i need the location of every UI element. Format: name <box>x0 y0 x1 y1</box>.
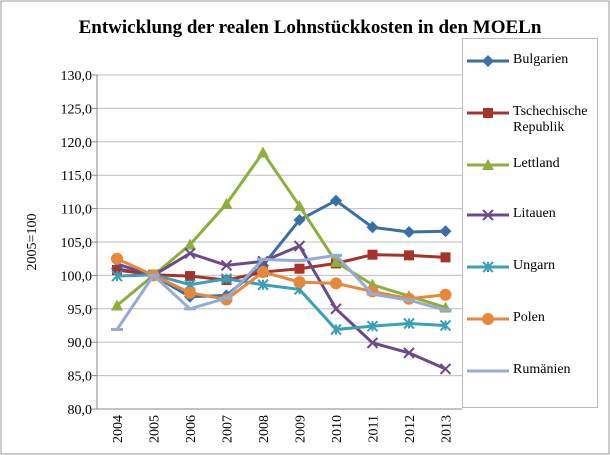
legend: Bulgarien Tschechische Republik Lettland Li… <box>462 38 598 408</box>
marker <box>293 276 306 289</box>
marker <box>482 55 494 67</box>
series-line <box>116 198 446 299</box>
marker <box>366 337 379 349</box>
marker <box>439 319 452 332</box>
legend-label: Lettland <box>513 156 560 171</box>
legend-label: Rumänien <box>513 362 571 377</box>
series-line <box>116 273 446 332</box>
marker <box>111 270 123 282</box>
legend-label: Polen <box>513 310 545 325</box>
series-line <box>116 244 447 371</box>
y-tick-label: 100,0 <box>61 269 93 284</box>
marker <box>330 277 342 290</box>
marker <box>220 273 233 285</box>
marker <box>220 259 233 272</box>
marker <box>330 303 342 315</box>
y-tick-label: 110,0 <box>61 203 92 218</box>
legend-label: Tschechische Republik <box>513 104 588 135</box>
marker <box>220 197 233 209</box>
y-tick-label: 125,0 <box>61 102 93 117</box>
y-tick-label: 95,0 <box>68 303 93 318</box>
x-tick-label: 2008 <box>257 415 272 443</box>
x-tick-label: 2013 <box>440 415 455 443</box>
marker <box>439 363 452 375</box>
marker <box>403 347 415 359</box>
y-tick-label: 130,0 <box>61 69 93 84</box>
legend-symbol <box>467 313 509 325</box>
y-tick-label: 120,0 <box>61 136 93 151</box>
marker <box>440 252 451 263</box>
series-line <box>115 253 446 331</box>
marker <box>111 299 123 311</box>
x-tick-label: 2004 <box>111 415 126 443</box>
x-tick-label: 2010 <box>330 415 345 443</box>
y-tick-label: 115,0 <box>61 169 92 184</box>
marker <box>403 317 415 330</box>
marker <box>482 313 494 325</box>
marker <box>293 213 306 226</box>
marker <box>293 240 306 252</box>
marker <box>330 323 342 336</box>
x-tick-label: 2012 <box>403 415 418 443</box>
marker <box>293 199 306 211</box>
y-tick-label: 105,0 <box>61 236 93 251</box>
series-line <box>116 149 446 309</box>
y-tick-label: 80,0 <box>68 403 93 418</box>
series-line <box>116 257 446 302</box>
legend-symbol <box>467 55 509 67</box>
marker <box>184 247 196 260</box>
legend-label: Litauen <box>513 206 556 221</box>
x-tick-label: 2005 <box>148 415 163 443</box>
marker <box>111 252 123 265</box>
marker <box>257 279 269 291</box>
marker <box>366 221 379 234</box>
marker <box>257 266 269 279</box>
legend-symbol <box>467 369 509 373</box>
x-tick-label: 2011 <box>367 415 382 442</box>
y-axis-label: 2005=100 <box>25 214 40 271</box>
legend-symbol <box>467 209 509 221</box>
legend-symbol <box>467 159 509 170</box>
chart-title: Entwicklung der realen Lohnstückkosten i… <box>78 17 542 38</box>
marker <box>404 250 414 261</box>
x-tick-label: 2007 <box>221 415 236 443</box>
marker <box>482 159 494 170</box>
y-tick-label: 85,0 <box>68 370 93 385</box>
marker <box>257 146 269 158</box>
legend-symbol <box>467 108 509 118</box>
marker <box>330 256 342 268</box>
series-line <box>116 253 446 282</box>
marker <box>482 261 494 273</box>
marker <box>330 194 342 207</box>
marker <box>294 263 305 274</box>
legend-label: Bulgarien <box>513 52 569 67</box>
marker <box>112 265 122 276</box>
legend-symbol <box>467 261 509 273</box>
marker <box>367 249 378 260</box>
x-tick-label: 2009 <box>294 415 309 443</box>
marker <box>403 225 415 238</box>
marker <box>439 288 452 301</box>
marker <box>184 238 196 250</box>
marker <box>483 108 493 118</box>
marker <box>184 286 196 299</box>
marker <box>482 209 494 221</box>
x-tick-label: 2006 <box>184 415 199 443</box>
marker <box>366 320 379 332</box>
marker <box>439 225 452 238</box>
y-tick-label: 90,0 <box>68 336 93 351</box>
marker <box>185 271 195 282</box>
legend-label: Ungarn <box>513 258 555 273</box>
